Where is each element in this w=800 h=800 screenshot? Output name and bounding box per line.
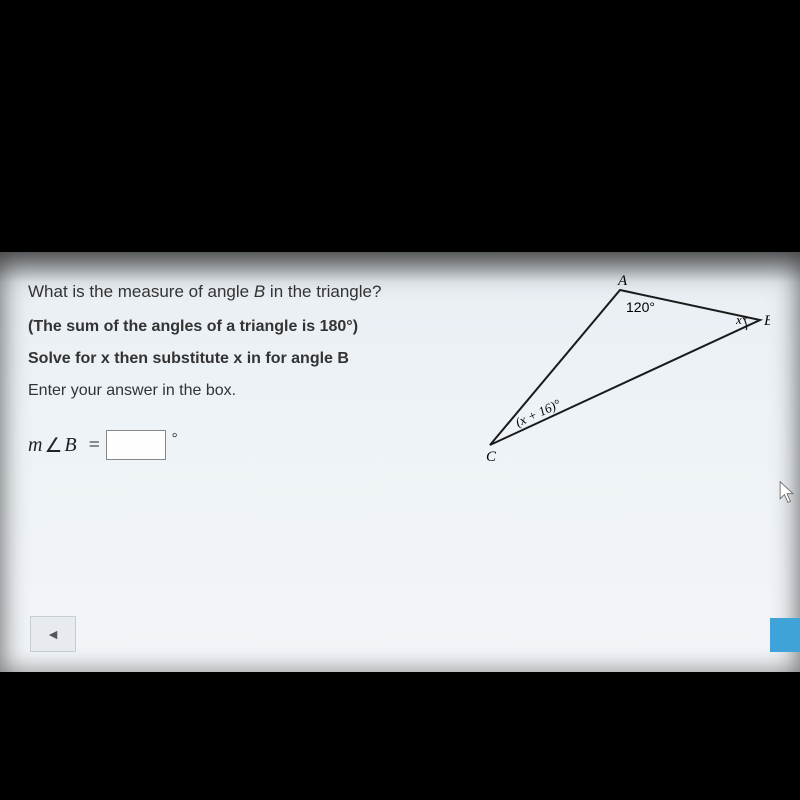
angle-b-value: x° (735, 312, 747, 327)
vertex-c-label: C (486, 449, 497, 465)
prev-icon: ◄ (46, 626, 60, 642)
instruction-text: Solve for x then substitute x in for ang… (28, 350, 458, 368)
angle-c-value: (x + 16)° (513, 396, 563, 430)
prev-button[interactable]: ◄ (30, 616, 76, 652)
question-text-block: What is the measure of angle B in the tr… (28, 282, 458, 460)
answer-m: m (28, 434, 42, 457)
triangle-figure: A B C 120° x° (x + 16)° (470, 270, 770, 470)
question-prefix: What is the measure of angle (28, 282, 254, 301)
answer-var: B (64, 434, 76, 457)
hint-text: (The sum of the angles of a triangle is … (28, 318, 458, 336)
content-area: What is the measure of angle B in the tr… (0, 252, 800, 672)
question-line: What is the measure of angle B in the tr… (28, 282, 458, 302)
answer-row: m ∠ B = ° (28, 430, 458, 460)
enter-prompt: Enter your answer in the box. (28, 382, 458, 400)
vertex-b-label: B (764, 313, 770, 329)
problem-panel: What is the measure of angle B in the tr… (0, 252, 800, 672)
answer-input[interactable] (106, 430, 166, 460)
vertex-a-label: A (617, 273, 628, 289)
degree-symbol: ° (172, 431, 178, 447)
next-button[interactable] (770, 618, 800, 652)
angle-symbol: ∠ (44, 433, 62, 458)
equals-sign: = (89, 434, 100, 457)
question-suffix: in the triangle? (265, 282, 381, 301)
angle-a-value: 120° (626, 299, 655, 315)
triangle-svg: A B C 120° x° (x + 16)° (470, 270, 770, 470)
question-var: B (254, 282, 265, 301)
